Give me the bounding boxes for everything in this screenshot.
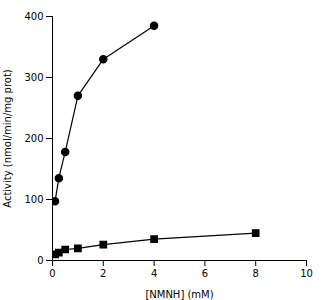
svg-text:400: 400 [24,11,43,22]
svg-text:6: 6 [202,268,208,279]
svg-text:Activity (nmol/min/mg prot): Activity (nmol/min/mg prot) [2,69,13,208]
svg-text:4: 4 [151,268,157,279]
svg-text:10: 10 [300,268,313,279]
svg-text:0: 0 [49,268,55,279]
svg-text:0: 0 [37,255,43,266]
svg-text:2: 2 [100,268,106,279]
svg-text:8: 8 [253,268,259,279]
svg-text:200: 200 [24,133,43,144]
svg-text:100: 100 [24,194,43,205]
svg-text:300: 300 [24,72,43,83]
svg-text:[NMNH] (mM): [NMNH] (mM) [145,289,213,300]
